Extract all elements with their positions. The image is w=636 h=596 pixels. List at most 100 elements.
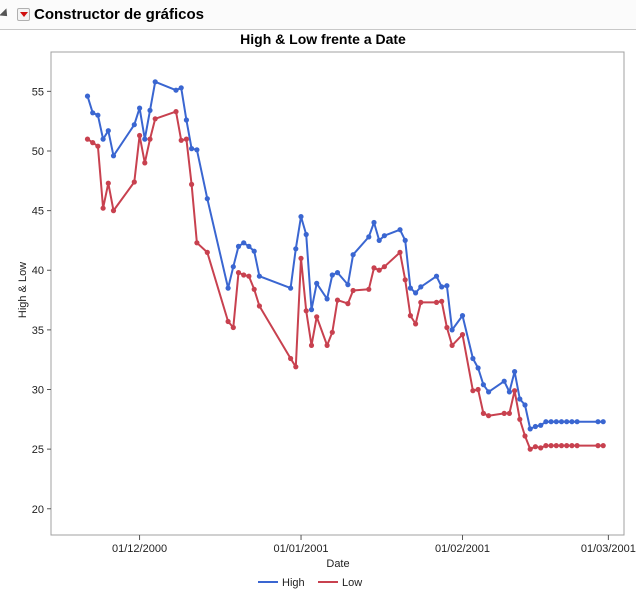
data-point-high[interactable] xyxy=(95,112,101,118)
data-point-low[interactable] xyxy=(241,272,247,278)
data-point-low[interactable] xyxy=(501,410,507,416)
data-point-high[interactable] xyxy=(538,422,544,428)
data-point-low[interactable] xyxy=(480,410,486,416)
data-point-high[interactable] xyxy=(553,419,559,425)
data-point-high[interactable] xyxy=(381,233,387,239)
data-point-low[interactable] xyxy=(558,443,565,449)
data-point-high[interactable] xyxy=(418,284,424,290)
data-point-high[interactable] xyxy=(413,290,419,296)
data-point-high[interactable] xyxy=(105,128,111,134)
data-point-high[interactable] xyxy=(532,423,539,430)
data-point-high[interactable] xyxy=(189,146,195,152)
data-point-low[interactable] xyxy=(329,329,335,335)
data-point-low[interactable] xyxy=(90,140,96,146)
data-point-low[interactable] xyxy=(569,443,575,449)
data-point-low[interactable] xyxy=(459,332,466,338)
data-point-low[interactable] xyxy=(543,443,549,449)
data-point-low[interactable] xyxy=(324,342,330,348)
data-point-high[interactable] xyxy=(288,285,294,291)
data-point-low[interactable] xyxy=(538,445,544,451)
data-point-low[interactable] xyxy=(303,308,309,314)
data-point-high[interactable] xyxy=(298,214,304,220)
data-point-low[interactable] xyxy=(142,160,148,166)
data-point-high[interactable] xyxy=(366,234,372,240)
data-point-low[interactable] xyxy=(564,443,570,449)
data-point-high[interactable] xyxy=(600,419,606,425)
data-point-low[interactable] xyxy=(532,444,539,450)
data-point-low[interactable] xyxy=(444,324,450,331)
data-point-high[interactable] xyxy=(329,272,335,278)
data-point-high[interactable] xyxy=(376,237,382,243)
data-point-low[interactable] xyxy=(527,446,533,452)
data-point-low[interactable] xyxy=(173,109,179,115)
data-point-low[interactable] xyxy=(433,299,440,305)
data-point-high[interactable] xyxy=(433,273,440,279)
data-point-low[interactable] xyxy=(439,298,445,304)
data-point-high[interactable] xyxy=(506,389,512,395)
data-point-high[interactable] xyxy=(527,426,533,432)
data-point-high[interactable] xyxy=(246,243,252,249)
data-point-high[interactable] xyxy=(480,382,486,388)
data-point-high[interactable] xyxy=(517,396,523,402)
data-point-low[interactable] xyxy=(189,181,195,187)
legend-item-high[interactable]: High xyxy=(258,577,305,589)
data-point-low[interactable] xyxy=(95,143,101,149)
data-point-low[interactable] xyxy=(511,388,518,394)
data-point-high[interactable] xyxy=(459,313,466,319)
data-point-low[interactable] xyxy=(413,321,419,327)
data-point-high[interactable] xyxy=(293,246,299,252)
data-point-low[interactable] xyxy=(553,443,559,449)
data-point-high[interactable] xyxy=(324,296,330,302)
data-point-high[interactable] xyxy=(235,243,242,249)
data-point-low[interactable] xyxy=(314,314,320,320)
data-point-high[interactable] xyxy=(350,252,356,258)
data-point-low[interactable] xyxy=(183,136,189,142)
data-point-low[interactable] xyxy=(506,410,512,416)
data-point-high[interactable] xyxy=(131,122,137,128)
data-point-low[interactable] xyxy=(131,179,137,185)
data-point-high[interactable] xyxy=(522,402,528,408)
data-point-high[interactable] xyxy=(84,93,91,99)
data-point-low[interactable] xyxy=(178,137,184,143)
data-point-low[interactable] xyxy=(522,433,528,439)
data-point-high[interactable] xyxy=(178,85,184,91)
data-point-low[interactable] xyxy=(137,132,143,139)
data-point-high[interactable] xyxy=(225,285,231,291)
data-point-high[interactable] xyxy=(470,355,476,362)
data-point-high[interactable] xyxy=(334,270,341,276)
data-point-low[interactable] xyxy=(402,277,408,283)
data-point-high[interactable] xyxy=(303,231,309,238)
data-point-high[interactable] xyxy=(110,153,117,159)
data-point-low[interactable] xyxy=(407,313,413,319)
data-point-high[interactable] xyxy=(183,117,189,123)
data-point-high[interactable] xyxy=(475,365,481,371)
data-point-low[interactable] xyxy=(574,443,580,449)
red-triangle-menu-icon[interactable] xyxy=(17,8,30,21)
data-point-high[interactable] xyxy=(501,378,507,384)
data-point-high[interactable] xyxy=(241,240,247,246)
data-point-low[interactable] xyxy=(147,136,153,142)
data-point-low[interactable] xyxy=(288,355,294,362)
data-point-high[interactable] xyxy=(371,219,377,226)
data-point-high[interactable] xyxy=(439,284,445,290)
data-point-low[interactable] xyxy=(350,287,356,294)
data-point-low[interactable] xyxy=(298,255,304,261)
data-point-high[interactable] xyxy=(486,389,492,395)
data-point-low[interactable] xyxy=(105,180,111,186)
plot-area[interactable] xyxy=(50,51,625,536)
data-point-low[interactable] xyxy=(470,388,476,394)
data-point-high[interactable] xyxy=(256,273,262,279)
data-point-low[interactable] xyxy=(194,240,200,246)
data-point-low[interactable] xyxy=(595,443,601,449)
data-point-low[interactable] xyxy=(517,416,523,422)
data-point-high[interactable] xyxy=(100,136,106,142)
data-point-high[interactable] xyxy=(574,419,580,425)
data-point-low[interactable] xyxy=(397,249,403,255)
data-point-low[interactable] xyxy=(235,270,242,276)
data-point-low[interactable] xyxy=(548,443,554,449)
data-point-high[interactable] xyxy=(142,136,148,142)
data-point-high[interactable] xyxy=(230,264,236,270)
data-point-low[interactable] xyxy=(152,116,158,122)
data-point-low[interactable] xyxy=(600,443,606,449)
data-point-high[interactable] xyxy=(345,282,351,288)
